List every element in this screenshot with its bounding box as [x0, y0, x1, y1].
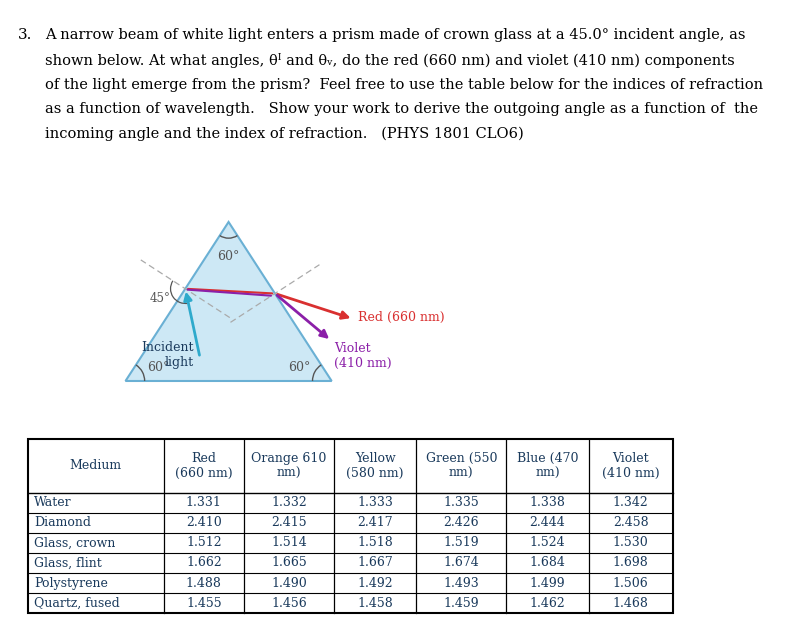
Text: Orange 610
nm): Orange 610 nm) [251, 451, 327, 479]
Text: Yellow
(580 nm): Yellow (580 nm) [346, 451, 404, 479]
Text: 1.684: 1.684 [530, 556, 565, 569]
Text: 1.462: 1.462 [530, 596, 565, 609]
Text: Green (550
nm): Green (550 nm) [426, 451, 497, 479]
Text: 1.698: 1.698 [613, 556, 649, 569]
Text: shown below. At what angles, θᴵ and θᵥ, do the red (660 nm) and violet (410 nm) : shown below. At what angles, θᴵ and θᵥ, … [45, 53, 734, 68]
Text: 1.333: 1.333 [358, 496, 393, 509]
Text: 1.331: 1.331 [186, 496, 221, 509]
Text: 1.665: 1.665 [272, 556, 307, 569]
Text: 3.: 3. [18, 28, 32, 42]
Text: 1.493: 1.493 [444, 577, 479, 590]
Text: 45°: 45° [150, 292, 170, 305]
Text: 2.458: 2.458 [613, 516, 649, 529]
Text: 1.667: 1.667 [358, 556, 393, 569]
Text: 1.499: 1.499 [530, 577, 565, 590]
Text: 2.410: 2.410 [186, 516, 221, 529]
Text: Medium: Medium [70, 459, 122, 472]
Text: 1.458: 1.458 [358, 596, 393, 609]
Text: 1.524: 1.524 [530, 536, 565, 549]
Text: 60°: 60° [147, 361, 169, 374]
Text: Glass, flint: Glass, flint [34, 556, 102, 569]
Text: 1.332: 1.332 [272, 496, 307, 509]
Text: 1.490: 1.490 [272, 577, 307, 590]
Text: incoming angle and the index of refraction.   (PHYS 1801 CLO6): incoming angle and the index of refracti… [45, 127, 523, 141]
Bar [28, 438, 673, 613]
Text: 1.674: 1.674 [444, 556, 479, 569]
Text: 1.662: 1.662 [186, 556, 221, 569]
Text: Violet
(410 nm): Violet (410 nm) [334, 342, 392, 370]
Text: 1.519: 1.519 [444, 536, 479, 549]
Text: 1.492: 1.492 [358, 577, 393, 590]
Text: 60°: 60° [217, 250, 240, 263]
Text: 1.338: 1.338 [530, 496, 565, 509]
Text: as a function of wavelength.   Show your work to derive the outgoing angle as a : as a function of wavelength. Show your w… [45, 102, 757, 117]
Text: Diamond: Diamond [34, 516, 92, 529]
Text: 1.455: 1.455 [186, 596, 221, 609]
Text: 2.417: 2.417 [358, 516, 393, 529]
Text: 1.488: 1.488 [186, 577, 221, 590]
Text: Red (660 nm): Red (660 nm) [358, 311, 444, 324]
Text: Water: Water [34, 496, 72, 509]
Text: of the light emerge from the prism?  Feel free to use the table below for the in: of the light emerge from the prism? Feel… [45, 78, 762, 92]
Text: 60°: 60° [288, 361, 311, 374]
Text: 2.426: 2.426 [444, 516, 479, 529]
Text: 1.512: 1.512 [186, 536, 221, 549]
Text: 1.335: 1.335 [444, 496, 479, 509]
Text: Incident
light: Incident light [142, 341, 194, 369]
Text: 1.342: 1.342 [613, 496, 649, 509]
Text: A narrow beam of white light enters a prism made of crown glass at a 45.0° incid: A narrow beam of white light enters a pr… [45, 28, 745, 42]
Text: 1.506: 1.506 [613, 577, 649, 590]
Text: 1.514: 1.514 [272, 536, 307, 549]
Text: Glass, crown: Glass, crown [34, 536, 116, 549]
Text: 1.468: 1.468 [613, 596, 649, 609]
Text: 2.415: 2.415 [272, 516, 307, 529]
Text: 1.456: 1.456 [272, 596, 307, 609]
Text: Quartz, fused: Quartz, fused [34, 596, 120, 609]
Text: 1.530: 1.530 [613, 536, 649, 549]
Text: 1.518: 1.518 [358, 536, 393, 549]
Text: Red
(660 nm): Red (660 nm) [175, 451, 233, 479]
Text: 2.444: 2.444 [530, 516, 565, 529]
Text: Blue (470
nm): Blue (470 nm) [517, 451, 578, 479]
Polygon shape [126, 222, 332, 381]
Text: Polystyrene: Polystyrene [34, 577, 109, 590]
Text: Violet
(410 nm): Violet (410 nm) [602, 451, 659, 479]
Text: 1.459: 1.459 [444, 596, 479, 609]
